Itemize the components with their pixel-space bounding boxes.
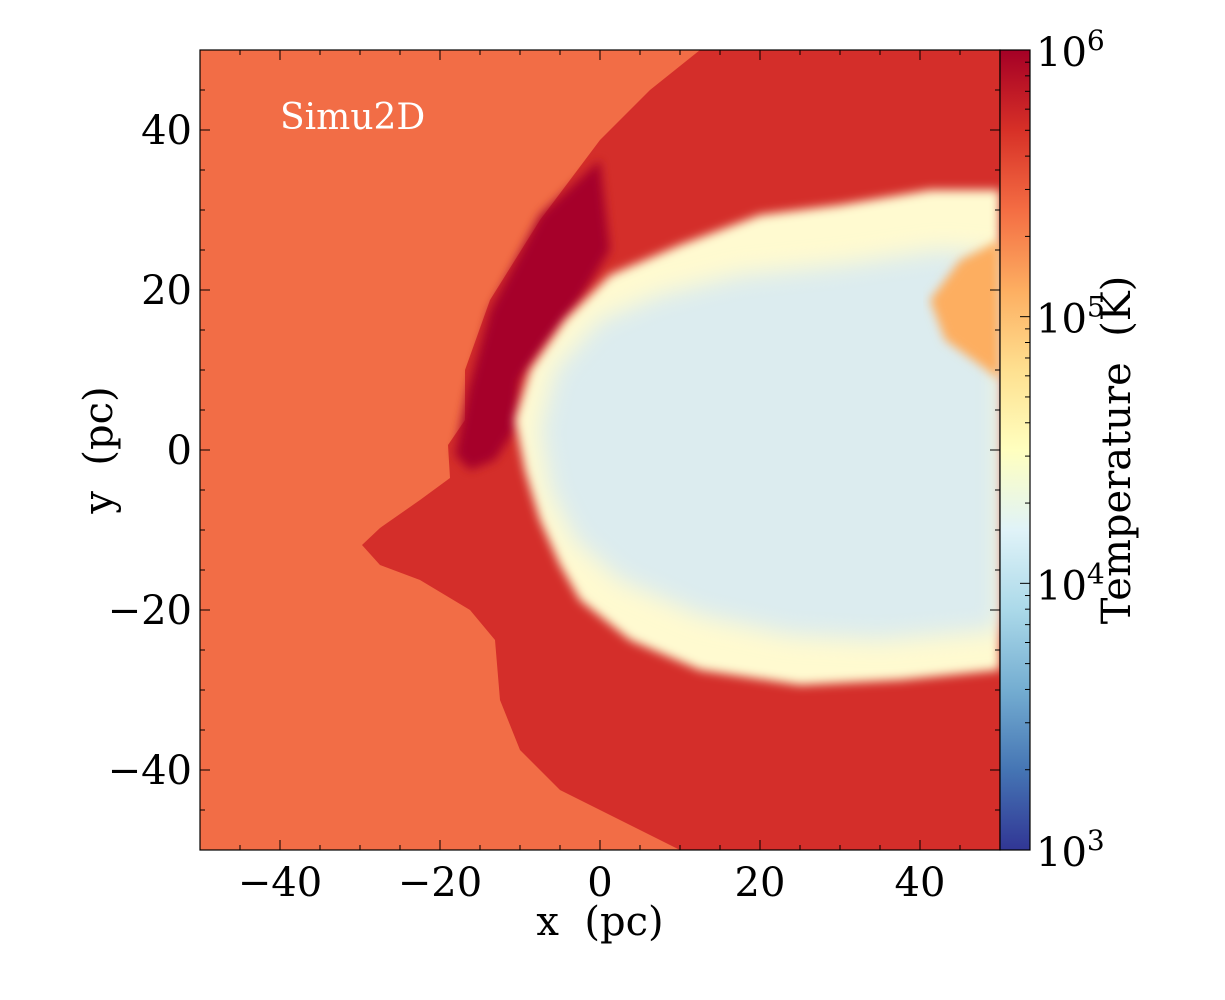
y-tick-label: 40	[141, 108, 192, 154]
simulation-label: Simu2D	[280, 97, 425, 138]
x-tick-label: 0	[587, 860, 612, 906]
y-axis-tick-labels: −40 −20 0 20 40	[108, 108, 192, 794]
colorbar-tick-label: 104	[1036, 557, 1105, 609]
x-axis-ticks	[199, 50, 1001, 850]
x-axis-tick-labels: −40 −20 0 20 40	[238, 860, 946, 906]
colorbar-tick-label: 105	[1036, 291, 1105, 343]
region-upper-right-hot-pocket	[930, 240, 1000, 380]
x-tick-label: −20	[398, 860, 482, 906]
temperature-heatmap	[200, 50, 1000, 850]
y-tick-label: −20	[108, 588, 192, 634]
colorbar-tick-labels: 103 104 105 106	[1036, 24, 1105, 876]
colorbar-label: Temperature (K)	[1094, 276, 1140, 625]
x-tick-label: 40	[895, 860, 946, 906]
y-tick-label: −40	[108, 748, 192, 794]
y-tick-label: 0	[167, 428, 192, 474]
y-axis-label: y (pc)	[76, 386, 122, 514]
x-axis-label: x (pc)	[536, 899, 663, 945]
x-tick-label: −40	[238, 860, 322, 906]
region-cool-interior	[540, 250, 1000, 640]
colorbar-tick-label: 106	[1036, 24, 1105, 76]
x-tick-label: 20	[735, 860, 786, 906]
y-axis-ticks	[200, 49, 1000, 851]
y-tick-label: 20	[141, 268, 192, 314]
region-dense-shock-front	[455, 160, 610, 470]
colorbar-ticks	[1020, 61, 1030, 851]
colorbar-tick-label: 103	[1036, 824, 1105, 876]
colorbar	[999, 49, 1031, 851]
